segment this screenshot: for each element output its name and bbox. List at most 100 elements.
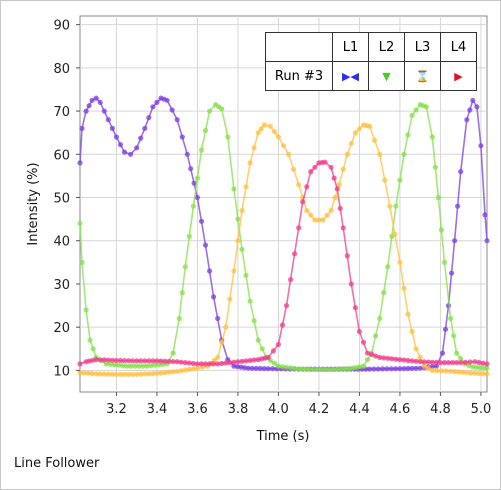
data-point: [283, 303, 290, 309]
data-point: [372, 137, 378, 143]
data-point: [154, 370, 160, 376]
data-point: [467, 359, 473, 365]
data-point: [464, 370, 470, 376]
series-l3: [77, 122, 490, 377]
data-point: [425, 365, 431, 371]
data-point: [340, 225, 346, 231]
data-point: [434, 368, 440, 374]
data-point: [409, 112, 415, 118]
data-point: [291, 166, 297, 172]
data-point: [405, 311, 411, 317]
data-point: [312, 164, 318, 170]
data-point: [421, 359, 427, 365]
data-point: [417, 359, 423, 365]
data-point: [138, 135, 144, 141]
data-point: [166, 358, 172, 364]
data-point: [484, 238, 490, 244]
data-point: [371, 366, 377, 372]
data-point: [377, 151, 383, 157]
data-point: [438, 227, 444, 233]
data-point: [476, 370, 482, 376]
data-point: [401, 357, 407, 363]
data-point: [478, 143, 484, 149]
data-point: [336, 182, 342, 188]
data-point: [215, 354, 221, 360]
data-point: [484, 371, 490, 377]
data-point: [304, 184, 310, 190]
data-point: [364, 357, 371, 363]
triangle-down-marker-icon: ▼: [382, 69, 391, 83]
data-point: [270, 366, 276, 372]
data-point: [331, 175, 337, 181]
data-point: [85, 370, 91, 376]
data-point: [182, 360, 188, 366]
data-point: [97, 357, 103, 363]
legend-swatch-l4[interactable]: ▶: [440, 61, 477, 91]
data-point: [267, 123, 273, 129]
data-point: [421, 363, 427, 369]
data-point: [247, 160, 253, 166]
data-point: [468, 370, 474, 376]
data-point: [107, 361, 113, 367]
data-point: [480, 360, 486, 366]
data-point: [178, 359, 184, 365]
legend-swatch-l1[interactable]: ▶◀: [332, 61, 369, 91]
data-point: [393, 203, 399, 209]
data-point: [279, 322, 286, 328]
data-point: [393, 366, 399, 372]
y-axis-title: Intensity (%): [26, 162, 41, 245]
data-point: [142, 358, 148, 364]
data-point: [113, 134, 119, 140]
data-point: [429, 134, 435, 140]
data-point: [460, 369, 466, 375]
data-point: [124, 363, 130, 369]
data-point: [275, 363, 281, 369]
data-point: [401, 151, 407, 157]
data-point: [93, 95, 99, 101]
data-point: [184, 151, 190, 157]
data-point: [433, 363, 439, 369]
y-tick-label: 80: [53, 62, 70, 77]
data-point: [261, 122, 267, 128]
data-point: [77, 160, 83, 166]
data-point: [388, 366, 394, 372]
data-point: [484, 361, 490, 367]
data-point: [385, 264, 391, 270]
data-point: [152, 362, 158, 368]
data-point: [225, 134, 231, 140]
data-point: [384, 366, 390, 372]
data-point: [326, 366, 332, 373]
x-tick-label: 4.6: [390, 402, 411, 417]
data-point: [128, 363, 134, 369]
data-point: [223, 324, 229, 330]
data-point: [249, 365, 255, 371]
x-tick-label: 5.0: [471, 402, 492, 417]
data-point: [470, 97, 476, 103]
data-point: [109, 125, 115, 131]
data-point: [296, 366, 302, 372]
data-point: [251, 357, 257, 363]
data-point: [360, 339, 367, 345]
data-point: [231, 359, 237, 365]
data-point: [146, 115, 152, 121]
data-point: [251, 145, 257, 151]
x-tick-label: 4.4: [349, 402, 370, 417]
data-point: [142, 371, 148, 377]
data-point: [373, 353, 379, 359]
legend-swatch-l3[interactable]: ⌛: [404, 61, 441, 91]
data-point: [292, 251, 298, 257]
x-tick-label: 3.2: [106, 402, 127, 417]
data-point: [190, 366, 196, 372]
legend-label-l3: L3: [404, 32, 441, 62]
x-tick-label: 3.4: [147, 402, 168, 417]
data-point: [279, 364, 286, 370]
data-point: [322, 159, 328, 165]
data-point: [429, 367, 435, 373]
data-point: [207, 108, 213, 114]
data-point: [484, 365, 490, 371]
data-point: [296, 182, 302, 188]
data-point: [154, 358, 160, 364]
data-point: [115, 362, 122, 368]
legend-swatch-l2[interactable]: ▼: [368, 61, 405, 91]
data-point: [397, 259, 403, 265]
